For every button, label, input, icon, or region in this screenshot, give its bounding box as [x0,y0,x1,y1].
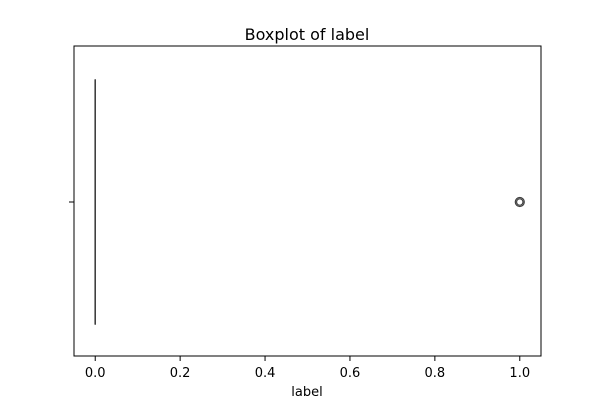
x-tick-label: 1.0 [509,366,530,381]
x-tick-label: 0.8 [425,366,446,381]
x-axis-label: label [291,385,322,400]
x-tick-label: 0.6 [340,366,361,381]
x-tick-label: 0.0 [85,366,106,381]
chart-title: Boxplot of label [245,25,370,44]
x-tick-label: 0.2 [170,366,191,381]
x-tick-label: 0.4 [255,366,276,381]
